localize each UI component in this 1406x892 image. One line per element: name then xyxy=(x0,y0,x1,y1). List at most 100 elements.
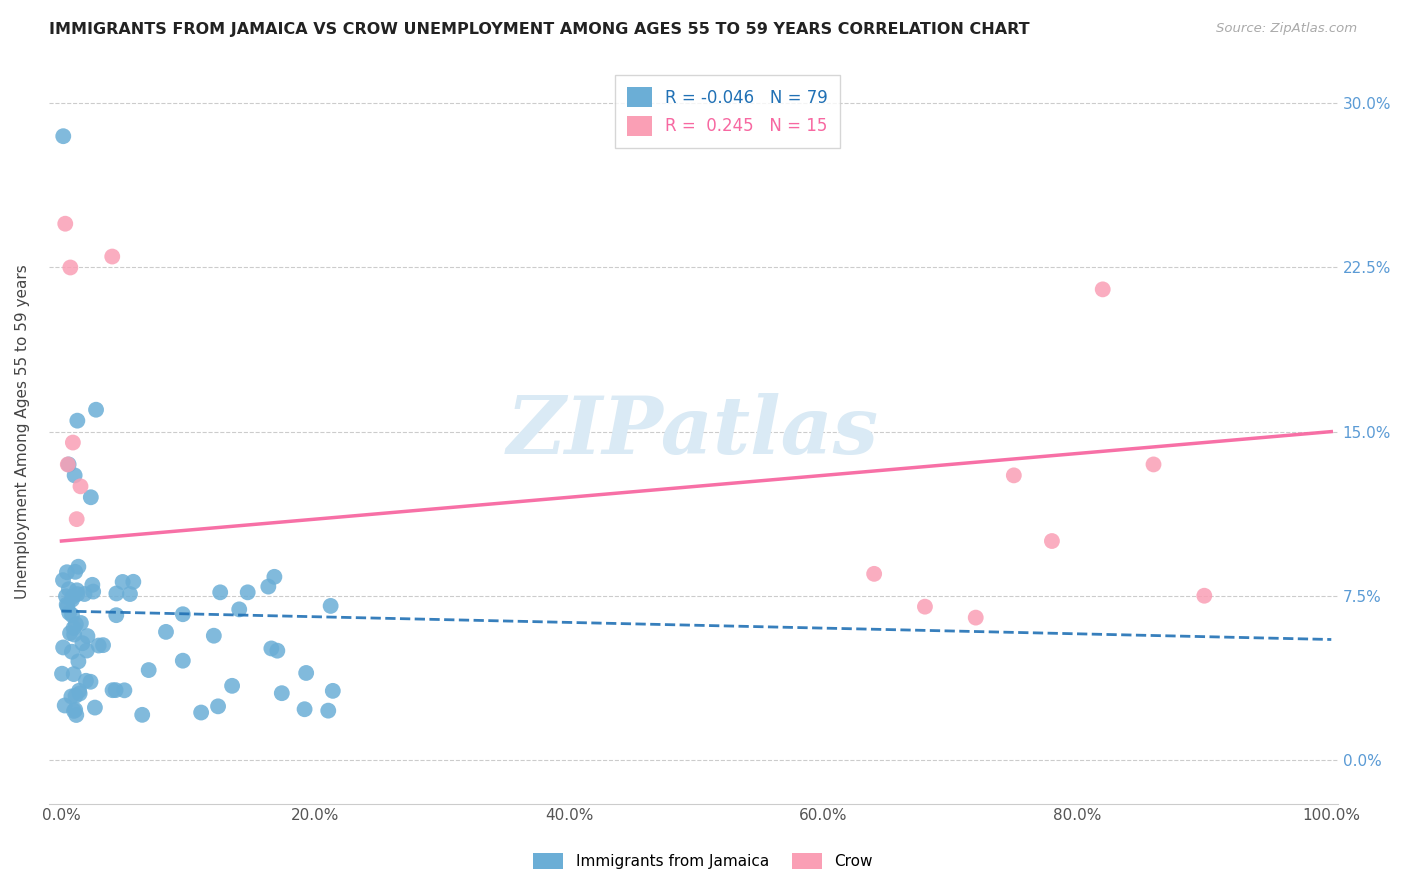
Point xyxy=(965,610,987,624)
Point xyxy=(53,698,76,713)
Point xyxy=(101,683,124,698)
Point xyxy=(84,402,107,417)
Point xyxy=(138,663,160,677)
Point xyxy=(52,640,75,655)
Point xyxy=(52,573,75,587)
Point xyxy=(53,217,76,231)
Point xyxy=(59,260,82,275)
Point xyxy=(58,582,80,597)
Point xyxy=(105,608,128,623)
Point xyxy=(62,590,84,604)
Text: IMMIGRANTS FROM JAMAICA VS CROW UNEMPLOYMENT AMONG AGES 55 TO 59 YEARS CORRELATI: IMMIGRANTS FROM JAMAICA VS CROW UNEMPLOY… xyxy=(49,22,1029,37)
Point xyxy=(104,683,127,698)
Point xyxy=(65,565,87,579)
Text: ZIPatlas: ZIPatlas xyxy=(508,392,879,470)
Point xyxy=(105,586,128,600)
Legend: Immigrants from Jamaica, Crow: Immigrants from Jamaica, Crow xyxy=(527,847,879,875)
Point xyxy=(66,583,89,598)
Point xyxy=(65,617,87,632)
Point xyxy=(60,608,83,623)
Point xyxy=(56,599,79,614)
Point xyxy=(63,704,86,718)
Point xyxy=(52,129,75,144)
Point xyxy=(75,673,97,688)
Point xyxy=(56,458,79,472)
Point xyxy=(155,624,177,639)
Point xyxy=(122,574,145,589)
Point xyxy=(172,607,194,622)
Point xyxy=(221,679,243,693)
Point xyxy=(58,458,80,472)
Point xyxy=(60,592,83,607)
Point xyxy=(322,684,344,698)
Point xyxy=(72,636,94,650)
Point xyxy=(62,621,84,635)
Point xyxy=(257,580,280,594)
Point xyxy=(263,570,285,584)
Point xyxy=(63,627,86,641)
Point xyxy=(1002,468,1025,483)
Point xyxy=(69,479,91,493)
Point xyxy=(76,629,98,643)
Point xyxy=(60,645,83,659)
Text: Source: ZipAtlas.com: Source: ZipAtlas.com xyxy=(1216,22,1357,36)
Point xyxy=(51,666,73,681)
Point xyxy=(914,599,936,614)
Point xyxy=(67,654,90,668)
Point xyxy=(101,250,124,264)
Point xyxy=(294,702,316,716)
Point xyxy=(131,707,153,722)
Point xyxy=(863,566,886,581)
Point xyxy=(1091,282,1114,296)
Point xyxy=(228,602,250,616)
Point xyxy=(111,574,134,589)
Point xyxy=(79,674,101,689)
Point xyxy=(82,584,104,599)
Legend: R = -0.046   N = 79, R =  0.245   N = 15: R = -0.046 N = 79, R = 0.245 N = 15 xyxy=(614,75,839,148)
Point xyxy=(316,704,339,718)
Point xyxy=(65,708,87,723)
Point xyxy=(76,643,98,657)
Point xyxy=(236,585,259,599)
Point xyxy=(1142,458,1164,472)
Point xyxy=(63,468,86,483)
Point xyxy=(59,626,82,640)
Point xyxy=(67,559,90,574)
Y-axis label: Unemployment Among Ages 55 to 59 years: Unemployment Among Ages 55 to 59 years xyxy=(15,264,30,599)
Point xyxy=(66,414,89,428)
Point xyxy=(62,667,84,681)
Point xyxy=(66,587,89,601)
Point xyxy=(207,699,229,714)
Point xyxy=(118,587,141,601)
Point xyxy=(84,700,107,714)
Point xyxy=(65,689,87,703)
Point xyxy=(190,706,212,720)
Point xyxy=(1040,534,1063,549)
Point xyxy=(91,638,114,652)
Point xyxy=(56,566,79,580)
Point xyxy=(319,599,342,613)
Point xyxy=(69,687,91,701)
Point xyxy=(70,615,93,630)
Point xyxy=(58,606,80,620)
Point xyxy=(67,683,90,698)
Point xyxy=(80,490,103,504)
Point xyxy=(209,585,232,599)
Point xyxy=(82,578,104,592)
Point xyxy=(66,512,89,526)
Point xyxy=(172,654,194,668)
Point xyxy=(87,639,110,653)
Point xyxy=(295,665,318,680)
Point xyxy=(60,690,83,704)
Point xyxy=(260,641,283,656)
Point xyxy=(62,435,84,450)
Point xyxy=(270,686,292,700)
Point xyxy=(55,589,77,603)
Point xyxy=(55,598,77,612)
Point xyxy=(73,587,96,601)
Point xyxy=(63,703,86,717)
Point xyxy=(266,643,288,657)
Point xyxy=(1194,589,1216,603)
Point xyxy=(112,683,135,698)
Point xyxy=(202,629,225,643)
